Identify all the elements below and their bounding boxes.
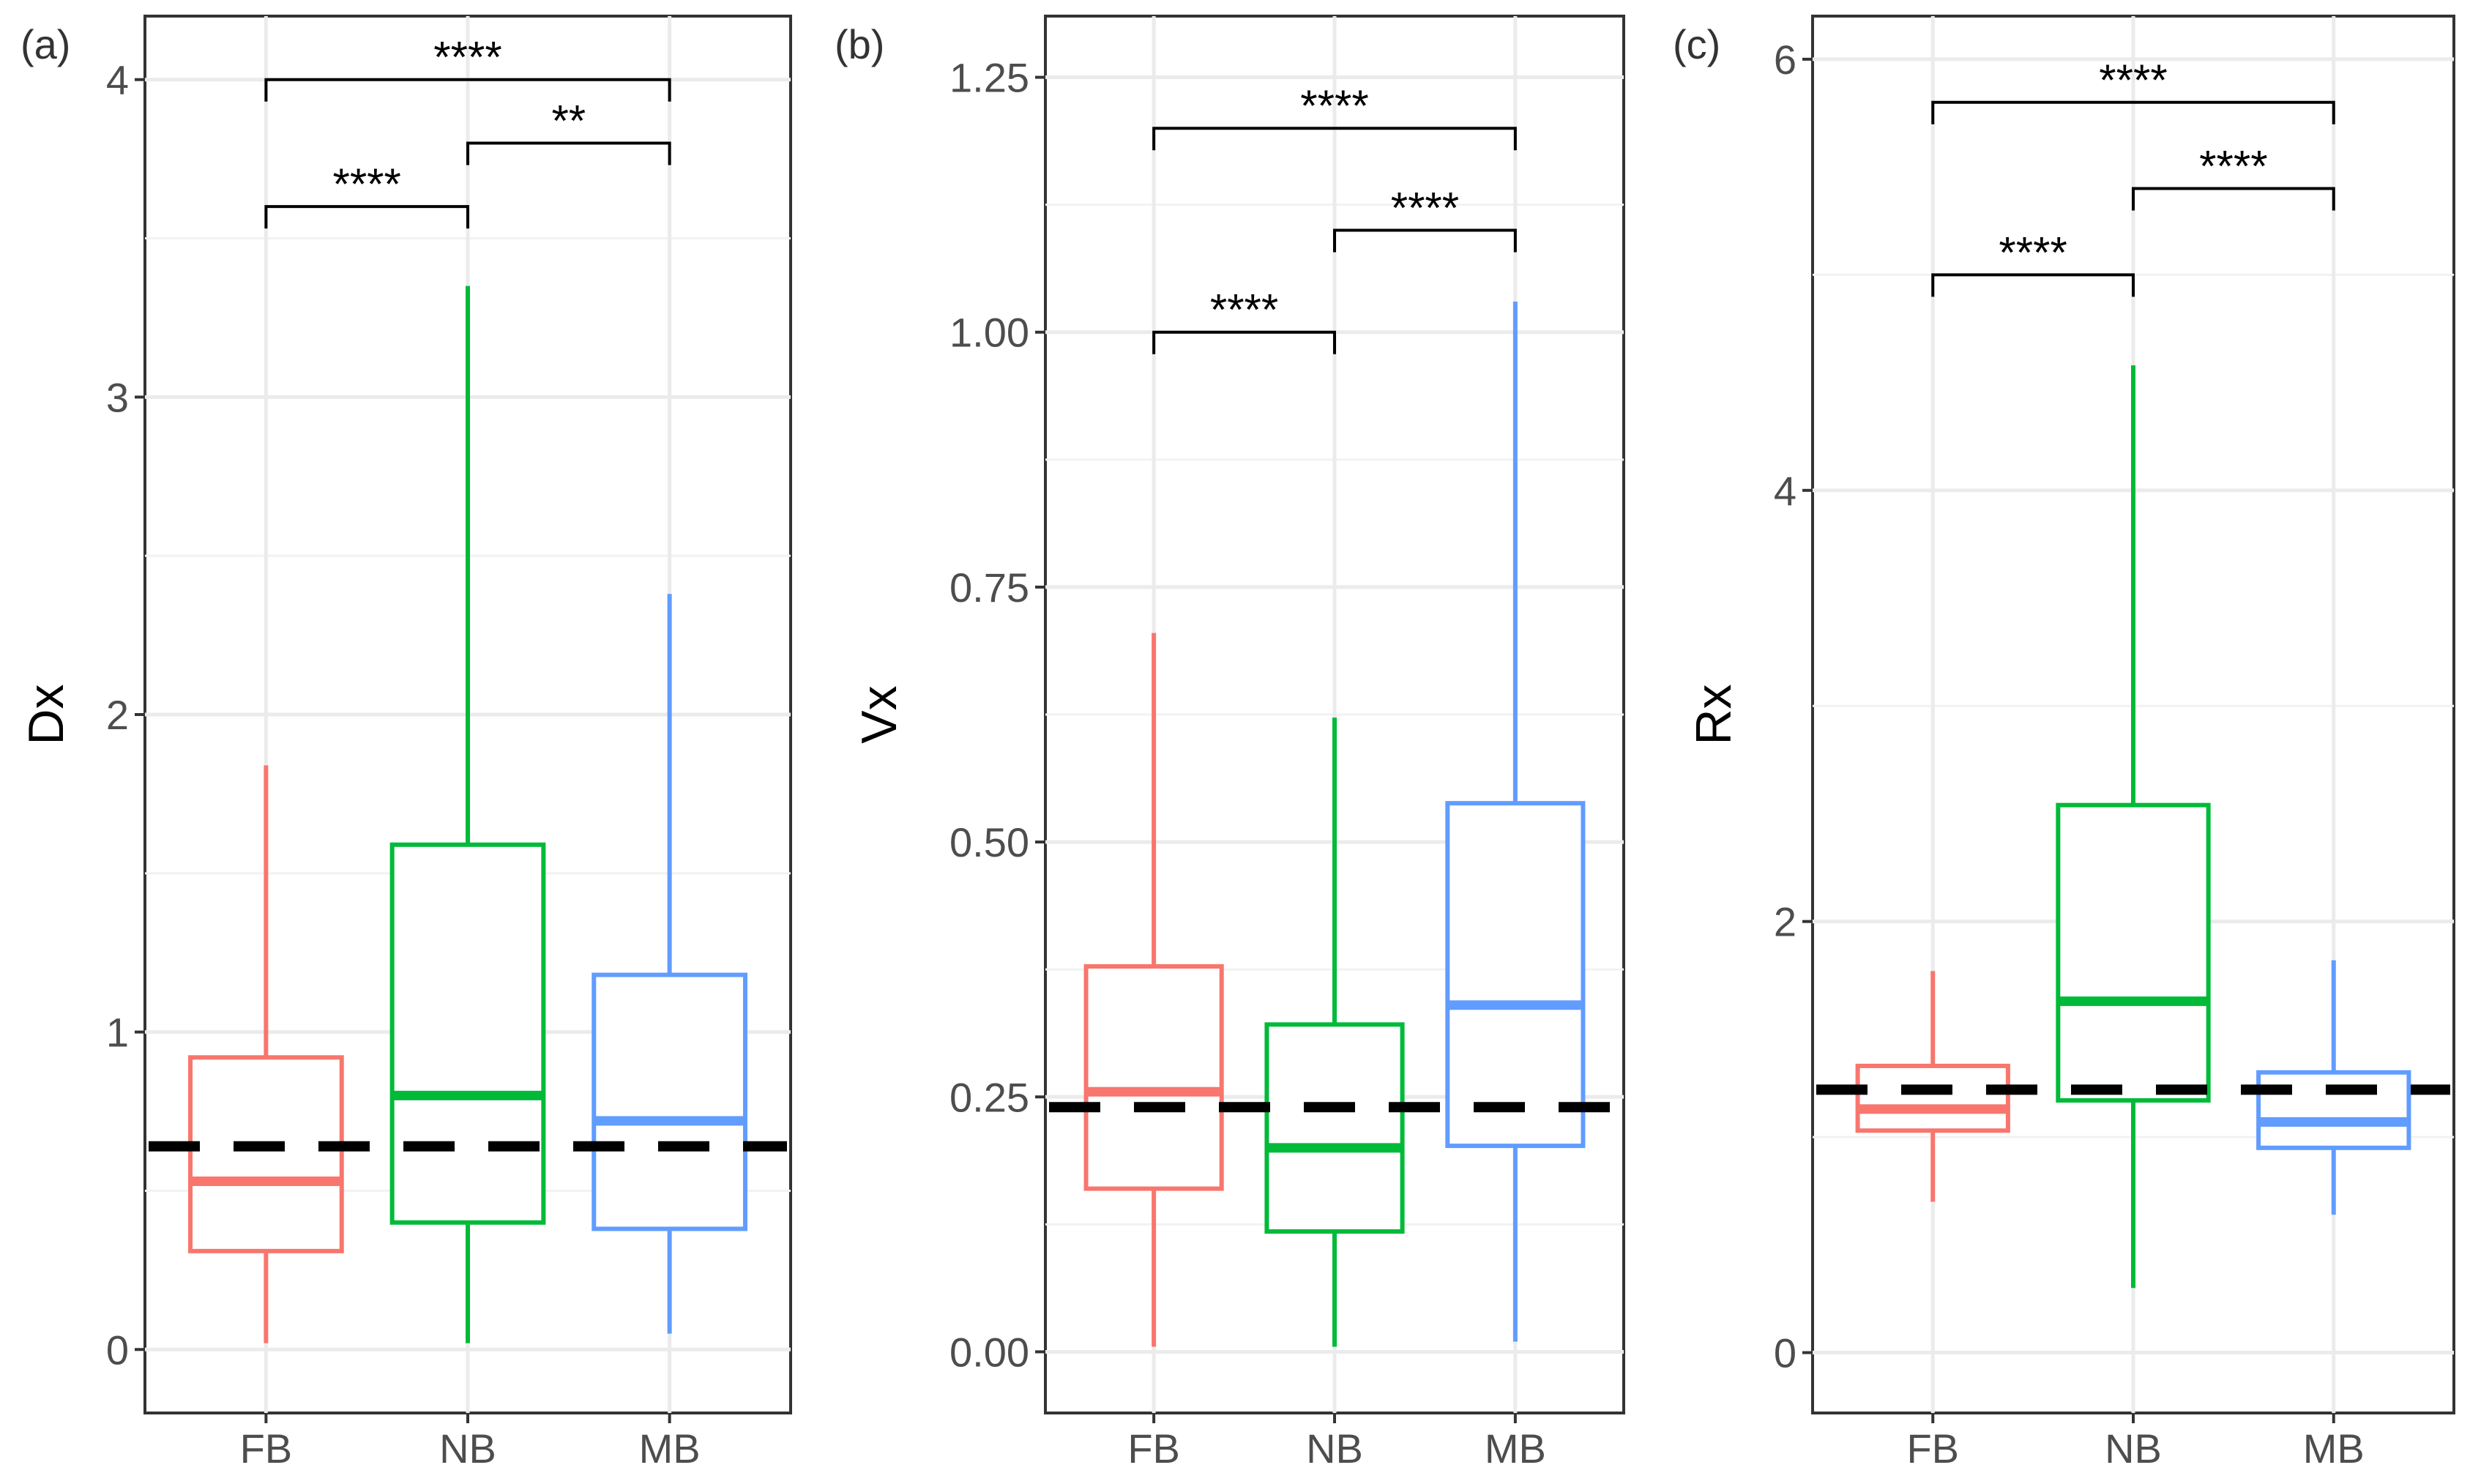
y-tick-label: 0.00 xyxy=(949,1329,1029,1375)
bracket-line xyxy=(2132,187,2335,211)
y-tick-label: 4 xyxy=(1774,468,1796,514)
x-tick-label: FB xyxy=(1127,1425,1180,1472)
y-tick-label: 2 xyxy=(106,692,129,738)
significance-bracket: **** xyxy=(264,160,469,229)
y-tick-label: 6 xyxy=(1774,37,1796,83)
box-iqr xyxy=(2056,802,2211,1103)
y-tick-label: 1.25 xyxy=(949,55,1029,101)
box-fb xyxy=(1855,971,2010,1202)
x-tick-label: NB xyxy=(2105,1425,2162,1472)
x-tick-label: MB xyxy=(1485,1425,1546,1472)
box-nb xyxy=(1264,717,1405,1347)
panel-label: (c) xyxy=(1673,21,1720,67)
panel-b: 0.00 0.25 0.50 0.75 1.00 1.25 FB NB MB **** **** **… xyxy=(835,15,1625,1472)
box-iqr xyxy=(188,1055,344,1253)
bracket-line xyxy=(1152,330,1336,354)
significance-label: **** xyxy=(2099,56,2167,105)
significance-bracket: **** xyxy=(264,33,671,102)
bracket-line xyxy=(1931,100,2335,124)
panel-label: (b) xyxy=(835,21,884,67)
y-tick-label: 0 xyxy=(106,1327,129,1373)
significance-bracket: **** xyxy=(1152,81,1517,151)
y-axis-title: Dx xyxy=(18,684,74,745)
y-axis-title: Rx xyxy=(1686,684,1742,745)
significance-bracket: **** xyxy=(2132,142,2335,211)
y-tick-label: 0.25 xyxy=(949,1074,1029,1120)
significance-label: **** xyxy=(1391,183,1459,232)
y-tick-label: 0 xyxy=(1774,1330,1796,1376)
bracket-line xyxy=(1333,228,1517,253)
significance-label: **** xyxy=(1210,286,1278,335)
box-iqr xyxy=(389,842,546,1225)
significance-label: ** xyxy=(551,96,586,145)
significance-label: **** xyxy=(1300,81,1368,130)
box-iqr xyxy=(1083,963,1224,1191)
y-tick-label: 1.00 xyxy=(949,310,1029,356)
box-iqr xyxy=(592,972,747,1231)
significance-bracket: ** xyxy=(466,96,671,165)
x-tick-label: NB xyxy=(1306,1425,1363,1472)
bracket-line xyxy=(264,205,469,229)
x-tick-label: FB xyxy=(240,1425,293,1472)
x-tick-label: MB xyxy=(639,1425,701,1472)
y-tick-label: 1 xyxy=(106,1010,129,1056)
significance-label: **** xyxy=(1999,228,2067,277)
y-tick-label: 4 xyxy=(106,57,129,103)
bracket-line xyxy=(1152,127,1517,151)
box-iqr xyxy=(1264,1022,1405,1234)
box-mb xyxy=(592,594,747,1334)
significance-bracket: **** xyxy=(1931,56,2335,124)
significance-label: **** xyxy=(2199,142,2267,191)
y-tick-label: 2 xyxy=(1774,899,1796,945)
panel-label: (a) xyxy=(20,21,70,67)
x-tick-label: NB xyxy=(439,1425,496,1472)
bracket-line xyxy=(1931,273,2135,297)
significance-bracket: **** xyxy=(1333,183,1517,253)
box-iqr xyxy=(1445,801,1586,1149)
box-fb xyxy=(1083,633,1224,1347)
box-fb xyxy=(188,765,344,1343)
x-tick-label: FB xyxy=(1906,1425,1959,1472)
y-tick-label: 0.50 xyxy=(949,819,1029,865)
box-iqr xyxy=(1855,1063,2010,1133)
box-nb xyxy=(2056,365,2211,1289)
significance-bracket: **** xyxy=(1931,228,2135,297)
y-tick-label: 3 xyxy=(106,374,129,420)
bracket-line xyxy=(466,141,671,165)
significance-label: **** xyxy=(332,160,400,209)
box-mb xyxy=(1445,301,1586,1342)
box-nb xyxy=(389,286,546,1343)
bracket-line xyxy=(264,78,671,102)
panel-c: 0 2 4 6 FB NB MB **** **** **** (c) Rx xyxy=(1673,15,2455,1472)
x-tick-label: MB xyxy=(2303,1425,2365,1472)
significance-label: **** xyxy=(433,33,501,82)
box-iqr xyxy=(2256,1070,2411,1150)
y-tick-label: 0.75 xyxy=(949,564,1029,611)
y-axis-title: Vx xyxy=(851,685,907,743)
significance-bracket: **** xyxy=(1152,286,1336,354)
